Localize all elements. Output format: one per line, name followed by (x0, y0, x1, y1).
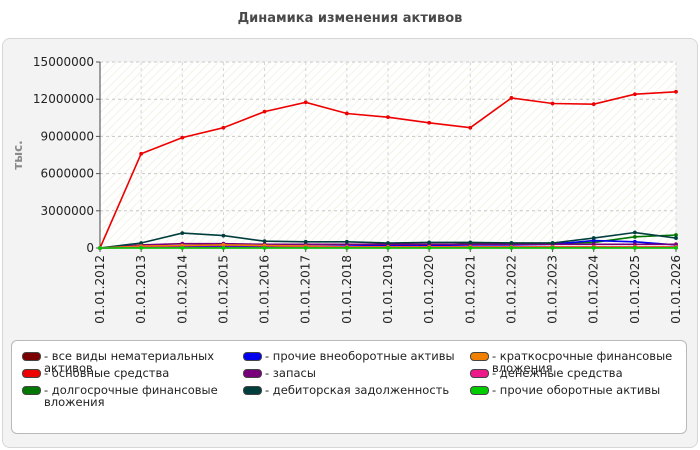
legend-item: - прочие оборотные активы (470, 384, 660, 396)
legend-swatch (22, 386, 41, 395)
legend-label: - основные средства (44, 366, 170, 380)
legend-item: - денежные средства (470, 367, 623, 379)
legend-label: - денежные средства (492, 366, 623, 380)
data-point-9 (139, 245, 144, 250)
data-point-9 (509, 245, 514, 250)
data-point-6 (221, 233, 226, 238)
data-point-6 (468, 240, 473, 245)
data-point-2 (344, 111, 349, 116)
legend-item: - дебиторская задолженность (243, 384, 449, 396)
legend-swatch (470, 386, 489, 395)
data-point-9 (550, 245, 555, 250)
data-point-9 (98, 246, 102, 250)
legend-item: - прочие внеоборотные активы (243, 350, 455, 362)
legend-label: - прочие оборотные активы (492, 383, 661, 397)
data-point-9 (427, 245, 432, 250)
data-point-2 (550, 101, 555, 106)
y-tick-label: 12000000 (33, 92, 94, 106)
series-lines (98, 89, 678, 250)
x-tick-label: 01.01.2021 (463, 255, 477, 324)
legend-label: - дебиторская задолженность (265, 383, 450, 397)
data-point-2 (591, 102, 596, 107)
data-point-2 (468, 125, 473, 130)
legend-item: - запасы (243, 367, 316, 379)
legend-label: - краткосрочные финансовые вложения (492, 349, 673, 375)
data-point-9 (221, 245, 226, 250)
x-tick-label: 01.01.2022 (504, 255, 518, 324)
data-point-9 (303, 245, 308, 250)
chart-title: Динамика изменения активов (237, 11, 463, 26)
data-point-2 (632, 92, 637, 97)
data-point-9 (468, 245, 473, 250)
legend-swatch (243, 386, 262, 395)
legend-label: - все виды нематериальных активов (44, 349, 215, 375)
x-tick-label: 01.01.2013 (134, 255, 148, 324)
y-tick-label: 6000000 (41, 167, 94, 181)
data-point-2 (427, 120, 432, 125)
data-point-2 (180, 135, 185, 140)
data-point-3 (632, 234, 637, 239)
data-point-2 (303, 100, 308, 105)
legend-swatch (243, 352, 262, 361)
data-point-6 (262, 239, 267, 244)
legend-swatch (470, 352, 489, 361)
x-tick-label: 01.01.2026 (669, 255, 683, 324)
y-tick-label: 0 (86, 241, 94, 255)
data-point-9 (674, 245, 678, 250)
legend-swatch (22, 352, 41, 361)
legend-swatch (243, 369, 262, 378)
data-point-6 (632, 230, 637, 235)
x-tick-label: 01.01.2012 (93, 255, 107, 324)
x-tick-label: 01.01.2016 (258, 255, 272, 324)
legend-label: - прочие внеоборотные активы (265, 349, 455, 363)
x-tick-label: 01.01.2017 (299, 255, 313, 324)
data-point-6 (509, 241, 514, 245)
axes: 0 3000000 6000000 9000000 12000000 15000000 01… (33, 55, 683, 324)
data-point-6 (674, 236, 678, 240)
data-point-6 (180, 231, 185, 236)
data-point-9 (262, 245, 267, 250)
legend-label: - долгосрочные финансовые вложения (44, 383, 218, 409)
legend-item: - долгосрочные финансовые вложения (22, 384, 218, 408)
x-tick-label: 01.01.2014 (175, 255, 189, 324)
y-tick-label: 15000000 (33, 55, 94, 69)
chart-legend: - все виды нематериальных активов - основ… (11, 340, 687, 434)
data-point-6 (344, 239, 349, 244)
data-point-9 (591, 245, 596, 250)
x-tick-label: 01.01.2020 (422, 255, 436, 324)
data-point-3 (674, 233, 678, 237)
y-tick-label: 9000000 (41, 129, 94, 143)
data-point-2 (139, 151, 144, 156)
y-tick-label: 3000000 (41, 204, 94, 218)
data-point-2 (262, 109, 267, 114)
legend-item: - все виды нематериальных активов (22, 350, 214, 374)
data-point-6 (591, 236, 596, 240)
data-point-9 (386, 245, 390, 250)
legend-label: - запасы (265, 366, 316, 380)
y-axis-label: тыс. (11, 140, 25, 169)
data-point-2 (674, 89, 678, 94)
data-point-2 (386, 115, 390, 120)
legend-item: - основные средства (22, 367, 169, 379)
legend-item: - краткосрочные финансовые вложения (470, 350, 672, 374)
data-point-6 (303, 239, 308, 244)
data-point-9 (344, 245, 349, 250)
x-tick-label: 01.01.2015 (216, 255, 230, 324)
legend-swatch (22, 369, 41, 378)
legend-swatch (470, 369, 489, 378)
data-point-6 (427, 240, 432, 245)
data-point-6 (550, 241, 555, 245)
x-tick-label: 01.01.2025 (628, 255, 642, 324)
data-point-2 (221, 125, 226, 130)
x-tick-label: 01.01.2019 (381, 255, 395, 324)
x-tick-label: 01.01.2024 (587, 255, 601, 324)
data-point-9 (180, 245, 185, 250)
x-tick-label: 01.01.2023 (546, 255, 560, 324)
data-point-2 (509, 96, 514, 100)
x-tick-label: 01.01.2018 (340, 255, 354, 324)
data-point-9 (632, 245, 637, 250)
data-point-6 (139, 241, 144, 245)
data-point-6 (386, 241, 390, 245)
